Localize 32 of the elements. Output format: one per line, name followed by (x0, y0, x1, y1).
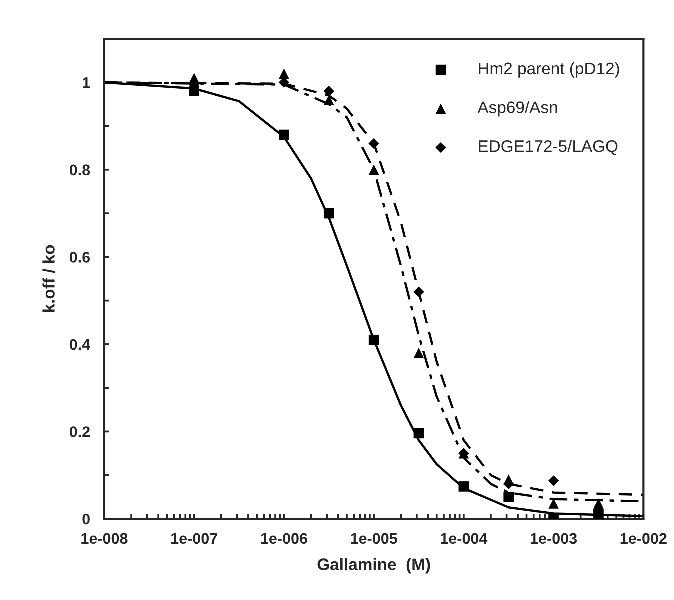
y-tick-label: 0.8 (70, 164, 90, 176)
point (279, 68, 290, 80)
x-axis-title: Gallamine (M) (318, 558, 430, 574)
point (414, 286, 424, 298)
point (324, 208, 334, 219)
y-axis-title: k.off / ko (42, 245, 56, 312)
point (504, 492, 514, 502)
point (368, 138, 380, 150)
x-tick-label: 1e-005 (351, 533, 398, 544)
x-tick-label: 1e-003 (530, 533, 578, 544)
point (279, 130, 290, 140)
point (368, 334, 380, 346)
point (368, 164, 380, 176)
point (414, 348, 424, 358)
x-tick-label: 1e-004 (441, 533, 488, 544)
point (548, 476, 560, 486)
legend-label: Asp69/Asn (478, 101, 558, 117)
legend-label: EDGE172-5/LAGQ (479, 140, 618, 156)
y-tick-label: 1 (83, 78, 90, 88)
y-tick-label: 0 (82, 514, 90, 525)
point (324, 86, 334, 97)
y-tick-label: 0.6 (70, 252, 90, 263)
legend-label: Hm2 parent (pD12) (479, 62, 620, 78)
x-tick-label: 1e-007 (172, 533, 218, 544)
point (458, 482, 470, 492)
point (414, 428, 424, 439)
y-tick-label: 0.4 (70, 339, 90, 350)
point (548, 498, 559, 509)
x-tick-label: 1e-008 (82, 533, 128, 544)
x-tick-label: 1e-002 (620, 533, 667, 544)
y-tick-label: 0.2 (70, 426, 90, 438)
x-tick-label: 1e-006 (261, 533, 308, 544)
